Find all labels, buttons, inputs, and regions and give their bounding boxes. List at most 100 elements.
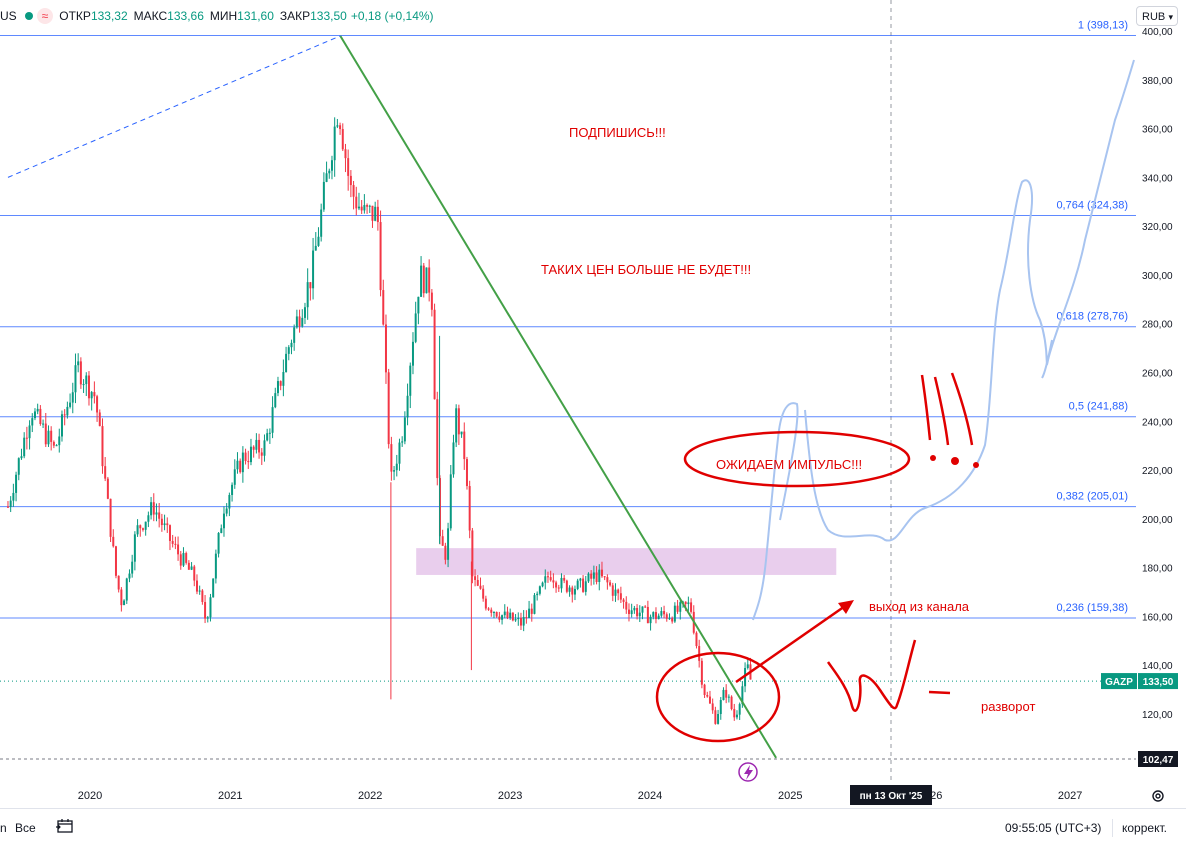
- candle-body: [452, 442, 455, 475]
- range-all-button[interactable]: Все: [15, 821, 36, 835]
- candle-body: [214, 553, 217, 579]
- candle-body: [390, 444, 393, 472]
- candle-body: [706, 695, 709, 697]
- candle-body: [660, 611, 663, 616]
- candle-body: [625, 601, 628, 610]
- arrow-head: [838, 600, 854, 614]
- candle-body: [735, 714, 738, 718]
- time-axis: 20202021202220232024202520262027пн 13 Ок…: [78, 785, 1082, 805]
- price-chart[interactable]: 1 (398,13) 0,764 (324,38) 0,618 (278,76) 0,…: [0, 0, 1186, 808]
- candle-body: [328, 170, 331, 174]
- candle-body: [171, 540, 174, 544]
- candle-body: [320, 209, 323, 237]
- dashed-line[interactable]: [7, 35, 341, 178]
- candle-body: [474, 576, 477, 580]
- candle-body: [652, 612, 655, 617]
- candle-body: [109, 498, 112, 537]
- clock[interactable]: 09:55:05 (UTC+3): [1005, 821, 1102, 835]
- candle-body: [217, 532, 220, 554]
- candle-body: [123, 600, 126, 606]
- candle-body: [222, 513, 225, 529]
- candle-body: [401, 441, 404, 443]
- open-label: ОТКР: [59, 9, 91, 23]
- candle-body: [112, 536, 115, 547]
- y-tick-label: 120,00: [1142, 710, 1173, 721]
- candle-body: [654, 612, 657, 620]
- candle-body: [598, 569, 601, 583]
- low-value: 131,60: [237, 9, 274, 23]
- candle-body: [557, 587, 560, 589]
- candle-body: [160, 518, 163, 526]
- candle-body: [711, 703, 714, 711]
- fib-label: 0,5 (241,88): [1069, 401, 1128, 413]
- candle-body: [352, 185, 355, 197]
- candle-body: [406, 395, 409, 418]
- candle-body: [684, 601, 687, 605]
- candle-body: [638, 612, 641, 617]
- candle-body: [444, 545, 447, 560]
- candle-body: [114, 546, 117, 576]
- candle-body: [25, 437, 28, 439]
- candle-body: [587, 573, 590, 582]
- candle-body: [20, 456, 23, 459]
- mark-3: [950, 372, 974, 446]
- candle-body: [339, 125, 342, 130]
- y-tick-label: 140,00: [1142, 661, 1173, 672]
- bottom-toolbar: n Все 09:55:05 (UTC+3) коррект.: [0, 808, 1186, 849]
- candle-body: [428, 267, 431, 293]
- candle-body: [657, 615, 660, 620]
- candle-body: [71, 392, 74, 403]
- candle-body: [649, 616, 652, 624]
- candle-body: [279, 381, 282, 386]
- zone-rect[interactable]: [416, 548, 837, 575]
- candle-body: [636, 607, 639, 617]
- candle-body: [206, 617, 209, 619]
- candle-body: [266, 433, 269, 441]
- range-button[interactable]: n: [0, 821, 7, 835]
- y-tick-label: 200,00: [1142, 515, 1173, 526]
- candle-body: [212, 578, 215, 598]
- annotation-reversal: разворот: [981, 699, 1036, 714]
- currency-select[interactable]: RUB ▾: [1136, 6, 1178, 26]
- adjustment-button[interactable]: коррект.: [1122, 821, 1167, 835]
- crosshair-date-label: пн 13 Окт '25: [860, 791, 923, 802]
- candle-body: [174, 543, 177, 545]
- wave-icon[interactable]: ≈: [36, 8, 54, 24]
- breakout-circle: [655, 651, 781, 743]
- calendar-icon[interactable]: [56, 818, 74, 834]
- candle-body: [282, 372, 285, 386]
- candle-body: [293, 327, 296, 343]
- candle-body: [360, 206, 363, 211]
- candle-body: [101, 426, 104, 467]
- candle-body: [274, 393, 277, 408]
- candle-body: [471, 530, 474, 577]
- candle-body: [325, 173, 328, 182]
- lightning-icon[interactable]: [738, 762, 758, 782]
- y-tick-label: 280,00: [1142, 320, 1173, 331]
- candle-body: [141, 528, 144, 530]
- candle-body: [209, 597, 212, 618]
- candle-body: [179, 554, 182, 566]
- candle-body: [15, 474, 18, 493]
- candle-body: [366, 205, 369, 207]
- red-drawings: [655, 372, 979, 743]
- candle-body: [555, 582, 558, 588]
- y-tick-label: 300,00: [1142, 271, 1173, 282]
- candle-body: [190, 566, 193, 570]
- candle-body: [90, 392, 93, 399]
- candle-body: [309, 282, 312, 289]
- candle-body: [455, 408, 458, 443]
- dot-2: [951, 457, 959, 465]
- candle-body: [120, 589, 123, 606]
- market-status-dot[interactable]: [24, 12, 33, 20]
- candle-body: [746, 664, 749, 669]
- candle-body: [409, 365, 412, 396]
- x-tick-label: 2023: [498, 790, 522, 802]
- candle-body: [312, 250, 315, 289]
- candle-body: [244, 452, 247, 461]
- trend-line[interactable]: [339, 35, 777, 759]
- low-label: МИН: [209, 9, 238, 23]
- gear-icon[interactable]: [1150, 788, 1166, 804]
- candle-body: [82, 384, 85, 386]
- candle-body: [611, 585, 614, 596]
